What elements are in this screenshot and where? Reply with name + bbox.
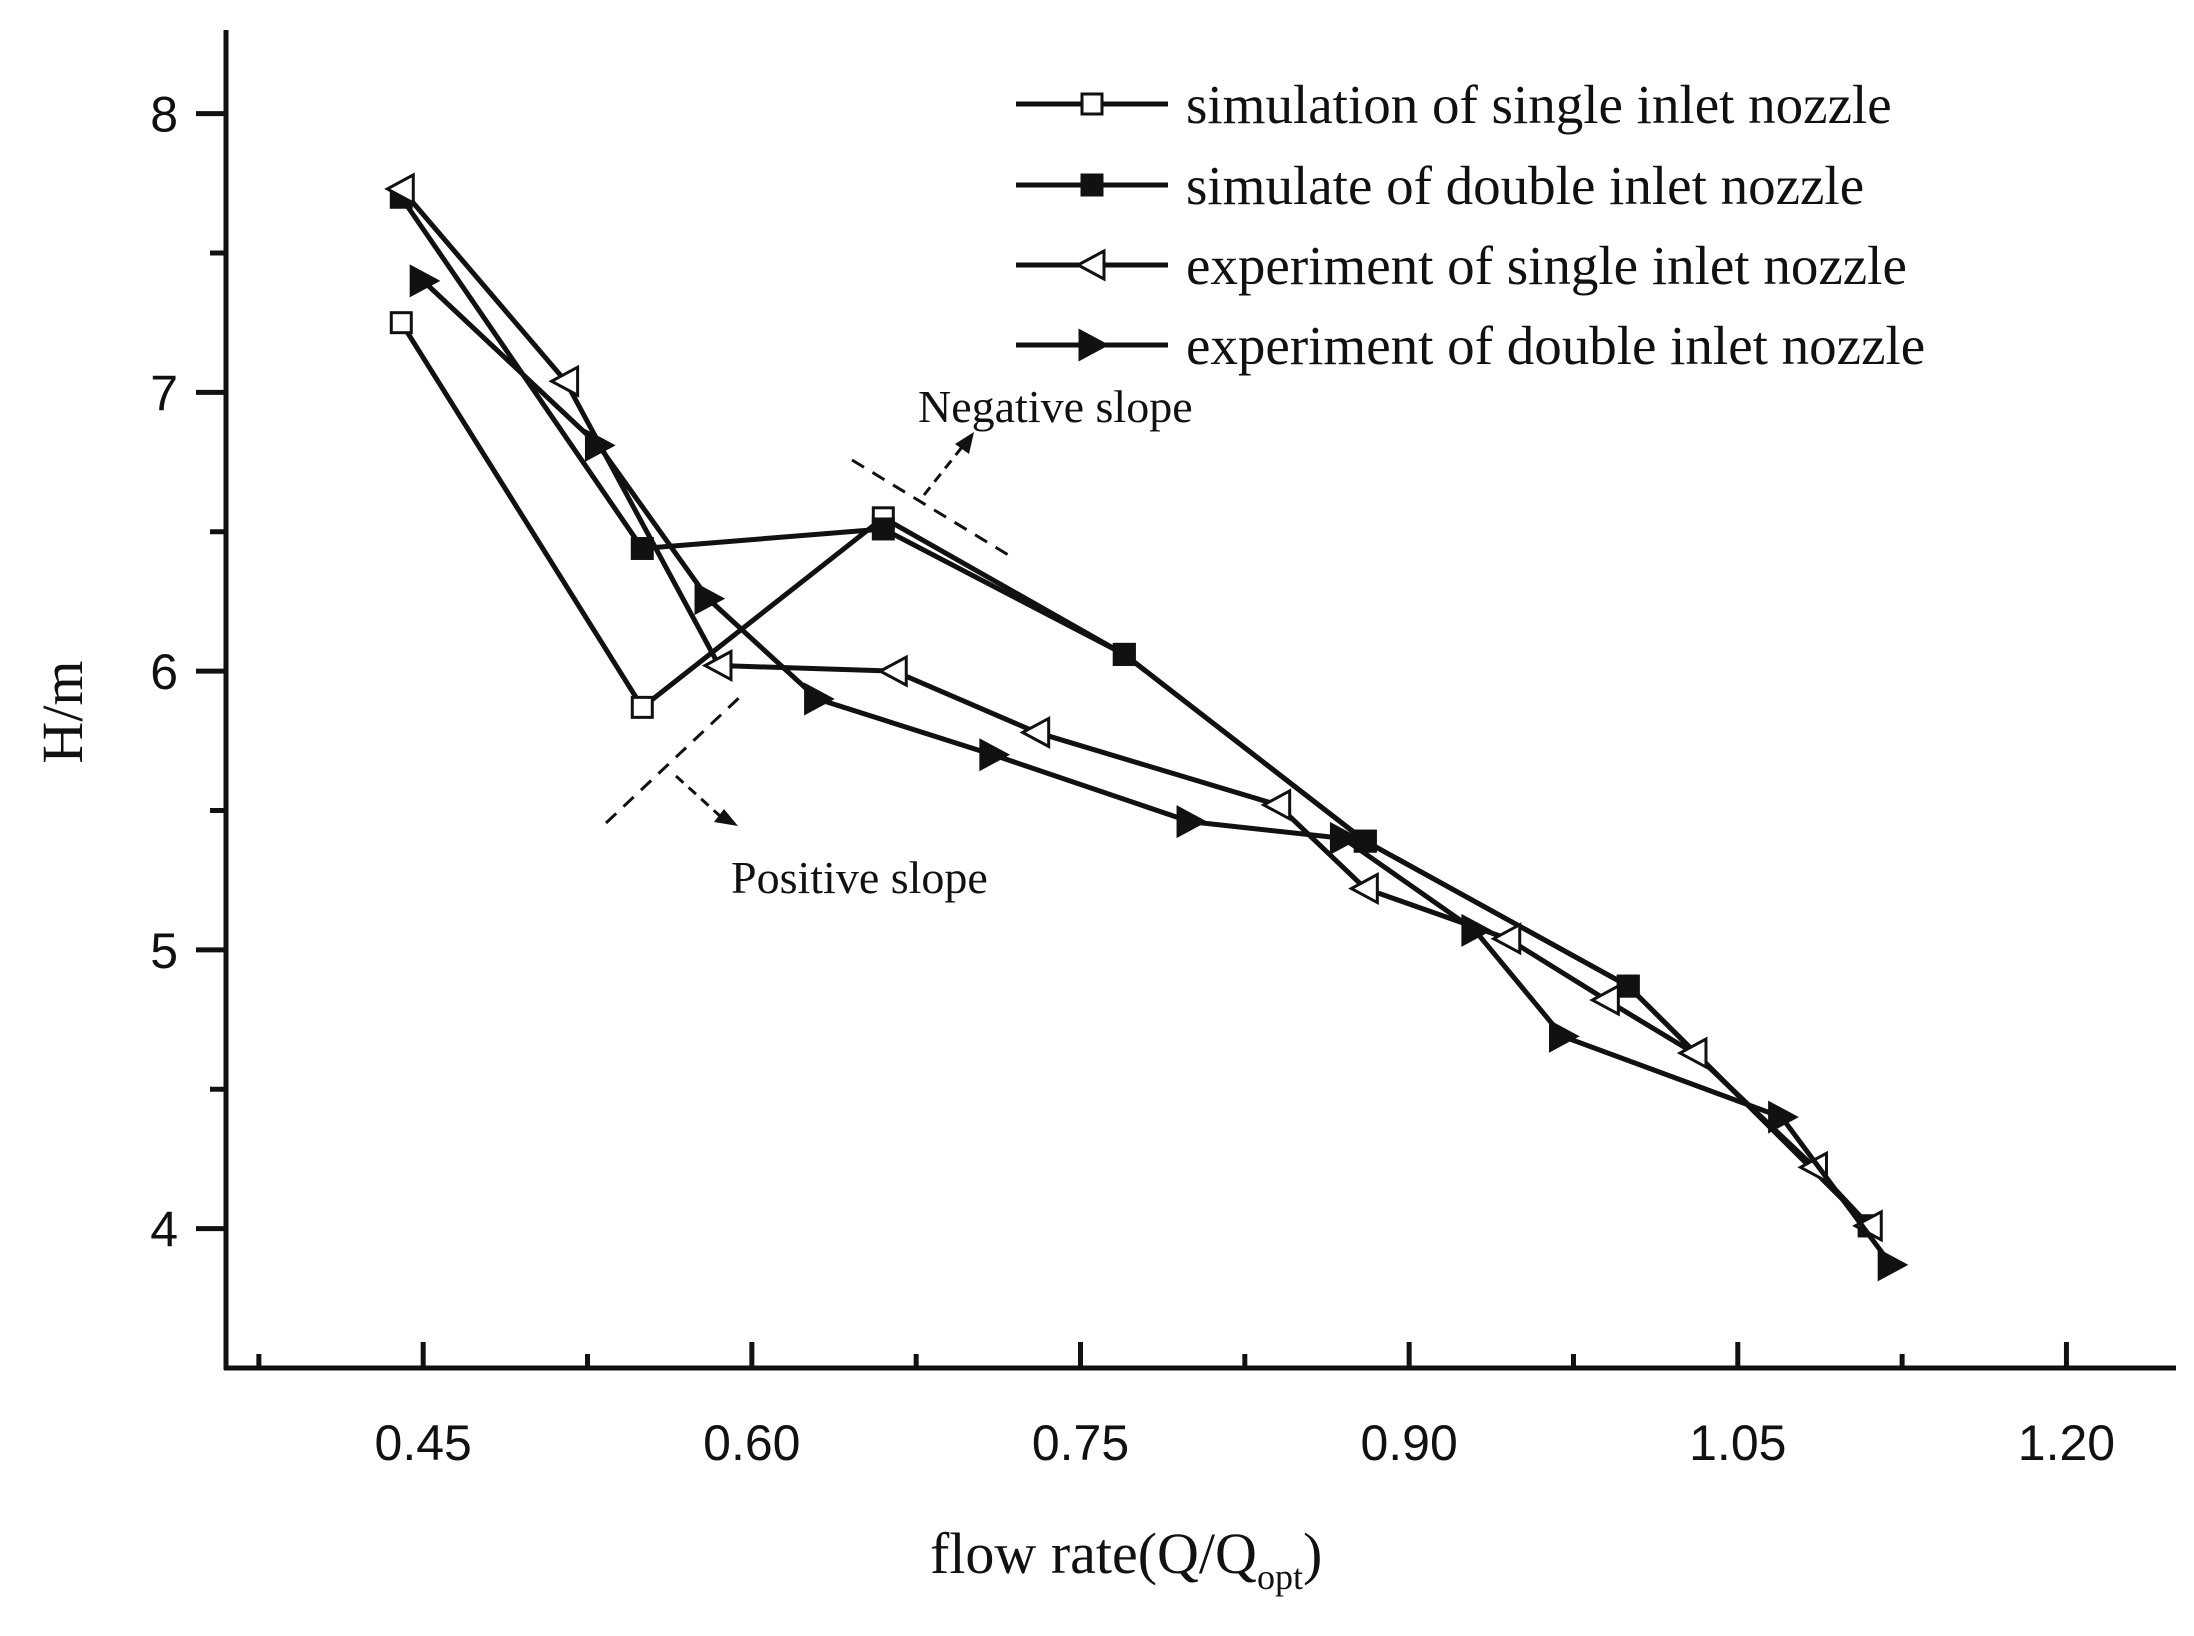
legend-item-2: simulate of double inlet nozzle (1016, 155, 1864, 216)
data-point (877, 654, 908, 688)
plot-series (384, 172, 1909, 1282)
data-point (409, 264, 441, 298)
data-point (1112, 642, 1136, 666)
legend-marker (1074, 248, 1106, 282)
legend-item-3: experiment of single inlet nozzle (1016, 235, 1907, 296)
data-point (630, 536, 654, 560)
legend-label: simulation of single inlet nozzle (1186, 74, 1892, 135)
legend-label: experiment of single inlet nozzle (1186, 235, 1907, 296)
data-point (1348, 872, 1379, 906)
data-point (701, 649, 733, 683)
series-line (399, 321, 1872, 1228)
y-axis-title: H/m (30, 660, 95, 763)
data-point (1589, 983, 1620, 1017)
positive-slope-arrow-shaft (674, 774, 722, 818)
x-tick-label: 0.75 (1032, 1415, 1129, 1471)
series-3 (384, 172, 1883, 1243)
y-tick-label: 5 (150, 923, 178, 979)
legend-marker (1080, 92, 1104, 116)
negative-slope-arrow-shaft (922, 441, 968, 496)
x-axis-title-subscript: opt (1257, 1557, 1303, 1597)
data-point (979, 738, 1011, 772)
legend: simulation of single inlet nozzle simulat… (1016, 74, 1925, 376)
data-point (1877, 1248, 1909, 1282)
negative-slope-label: Negative slope (918, 381, 1193, 432)
data-point (389, 311, 413, 335)
legend-marker (1080, 173, 1104, 197)
data-point (1461, 913, 1493, 947)
y-tick-label: 4 (150, 1202, 178, 1258)
data-point (584, 428, 616, 462)
y-tick-label: 6 (150, 644, 178, 700)
x-axis-title: flow rate(Q/Qopt) (930, 1521, 1322, 1597)
legend-item-4: experiment of double inlet nozzle (1016, 315, 1925, 376)
series-1 (389, 311, 1881, 1238)
x-tick-label: 0.60 (703, 1415, 800, 1471)
positive-slope-arrowhead (714, 809, 738, 826)
series-line (399, 187, 1872, 1228)
legend-marker (1078, 328, 1110, 362)
data-point (1260, 788, 1292, 822)
series-4 (409, 264, 1909, 1282)
legend-label: simulate of double inlet nozzle (1186, 155, 1864, 216)
x-tick-label: 0.45 (375, 1415, 472, 1471)
data-point (1490, 922, 1522, 956)
data-point (1019, 715, 1051, 749)
data-point (1676, 1036, 1708, 1070)
y-tick-label: 7 (150, 365, 178, 421)
data-point (1329, 821, 1361, 855)
data-point (804, 682, 835, 716)
negative-slope-guide (851, 458, 1011, 558)
data-point (1549, 1019, 1580, 1053)
data-point (1768, 1100, 1799, 1134)
x-tick-label: 1.20 (2018, 1415, 2115, 1471)
data-point (1176, 805, 1208, 839)
axes: 0.45 0.60 0.75 0.90 1.05 1.20 4 5 6 7 8 (150, 30, 2176, 1471)
x-axis-title-main: flow rate(Q/Q (930, 1521, 1257, 1586)
y-tick-label: 8 (150, 87, 178, 143)
positive-slope-guide (604, 693, 744, 825)
negative-slope-arrowhead (955, 432, 974, 454)
data-point (548, 364, 580, 398)
legend-label: experiment of double inlet nozzle (1186, 315, 1925, 376)
data-point (384, 172, 415, 206)
legend-item-1: simulation of single inlet nozzle (1016, 74, 1892, 135)
x-tick-label: 1.05 (1689, 1415, 1786, 1471)
x-axis-title-close: ) (1303, 1521, 1322, 1586)
data-point (694, 582, 726, 616)
data-point (1616, 974, 1640, 998)
data-point (630, 695, 654, 719)
positive-slope-label: Positive slope (731, 852, 988, 903)
x-tick-label: 0.90 (1360, 1415, 1457, 1471)
slope-annotations: Negative slope Positive slope (604, 381, 1193, 903)
data-point (871, 517, 895, 541)
